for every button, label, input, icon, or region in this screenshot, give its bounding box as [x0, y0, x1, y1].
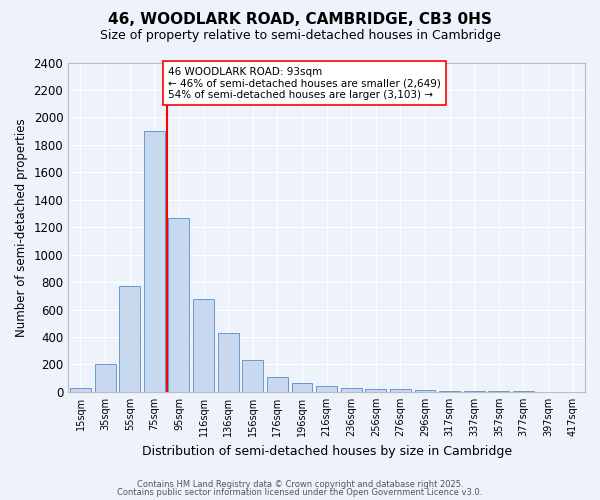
Bar — [415, 390, 436, 392]
Bar — [144, 131, 165, 392]
Y-axis label: Number of semi-detached properties: Number of semi-detached properties — [15, 118, 28, 336]
Bar — [365, 389, 386, 392]
Bar — [242, 360, 263, 392]
Bar — [316, 386, 337, 392]
Bar — [488, 391, 509, 392]
Text: Contains HM Land Registry data © Crown copyright and database right 2025.: Contains HM Land Registry data © Crown c… — [137, 480, 463, 489]
Text: 46, WOODLARK ROAD, CAMBRIDGE, CB3 0HS: 46, WOODLARK ROAD, CAMBRIDGE, CB3 0HS — [108, 12, 492, 28]
Bar — [390, 389, 411, 392]
Bar — [169, 218, 190, 392]
Bar — [95, 364, 116, 392]
Bar — [267, 377, 288, 392]
Bar — [464, 391, 485, 392]
Text: 46 WOODLARK ROAD: 93sqm
← 46% of semi-detached houses are smaller (2,649)
54% of: 46 WOODLARK ROAD: 93sqm ← 46% of semi-de… — [168, 66, 441, 100]
Bar — [119, 286, 140, 392]
Bar — [218, 333, 239, 392]
Text: Size of property relative to semi-detached houses in Cambridge: Size of property relative to semi-detach… — [100, 29, 500, 42]
Bar — [513, 391, 534, 392]
Text: Contains public sector information licensed under the Open Government Licence v3: Contains public sector information licen… — [118, 488, 482, 497]
Bar — [439, 390, 460, 392]
Bar — [292, 383, 313, 392]
Bar — [70, 388, 91, 392]
X-axis label: Distribution of semi-detached houses by size in Cambridge: Distribution of semi-detached houses by … — [142, 444, 512, 458]
Bar — [193, 298, 214, 392]
Bar — [341, 388, 362, 392]
